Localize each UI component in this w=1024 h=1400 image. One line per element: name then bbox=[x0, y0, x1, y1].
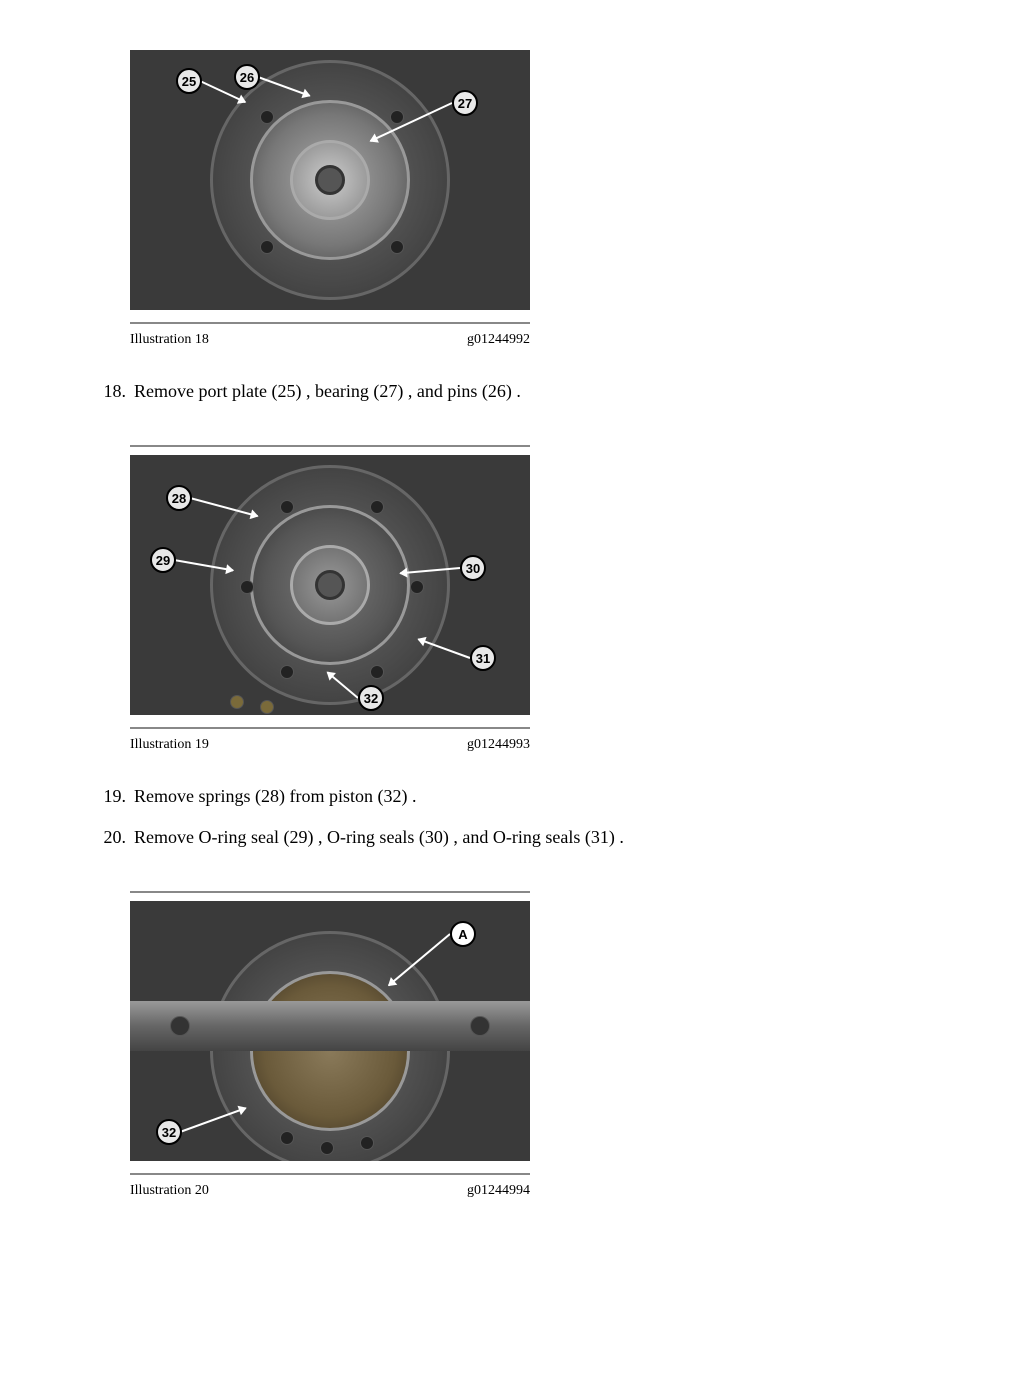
callout-30: 30 bbox=[460, 555, 486, 581]
callout-label: 31 bbox=[476, 651, 490, 666]
figure-19-image: 28 29 30 31 32 bbox=[130, 455, 530, 715]
step-19: 19. Remove springs (28) from piston (32)… bbox=[100, 783, 924, 810]
callout-label: 25 bbox=[182, 74, 196, 89]
figure-20-image: A 32 bbox=[130, 901, 530, 1161]
callout-32: 32 bbox=[358, 685, 384, 711]
callout-25: 25 bbox=[176, 68, 202, 94]
bolt-dot bbox=[280, 500, 294, 514]
bolt-dot bbox=[280, 1131, 294, 1145]
bolt-dot bbox=[260, 240, 274, 254]
step-number: 18. bbox=[100, 378, 134, 405]
bolt-dot bbox=[170, 1016, 190, 1036]
callout-a: A bbox=[450, 921, 476, 947]
callout-27: 27 bbox=[452, 90, 478, 116]
callout-26: 26 bbox=[234, 64, 260, 90]
callout-28: 28 bbox=[166, 485, 192, 511]
step-20: 20. Remove O-ring seal (29) , O-ring sea… bbox=[100, 824, 924, 851]
figure-divider bbox=[130, 322, 530, 324]
bolt-dot bbox=[390, 240, 404, 254]
step-list: 19. Remove springs (28) from piston (32)… bbox=[100, 783, 924, 851]
callout-32: 32 bbox=[156, 1119, 182, 1145]
figure-divider bbox=[130, 891, 530, 893]
callout-label: 27 bbox=[458, 96, 472, 111]
bolt-dot bbox=[360, 1136, 374, 1150]
figure-18-block: 25 26 27 Illustration 18 g01244992 bbox=[130, 50, 924, 348]
callout-label: 32 bbox=[162, 1125, 176, 1140]
figure-19-block: 28 29 30 31 32 Illustration 19 g01244993 bbox=[130, 445, 924, 753]
step-text: Remove port plate (25) , bearing (27) , … bbox=[134, 378, 924, 405]
mech-part bbox=[315, 570, 345, 600]
figure-20-block: A 32 Illustration 20 g01244994 bbox=[130, 891, 924, 1199]
illustration-code: g01244993 bbox=[467, 737, 530, 753]
callout-label: 28 bbox=[172, 491, 186, 506]
callout-label: 29 bbox=[156, 553, 170, 568]
callout-label: A bbox=[458, 927, 467, 942]
figure-20-caption: Illustration 20 g01244994 bbox=[130, 1183, 530, 1199]
figure-18-caption: Illustration 18 g01244992 bbox=[130, 332, 530, 348]
bolt-dot bbox=[320, 1141, 334, 1155]
callout-label: 32 bbox=[364, 691, 378, 706]
figure-divider bbox=[130, 1173, 530, 1175]
bolt-dot bbox=[410, 580, 424, 594]
step-text: Remove springs (28) from piston (32) . bbox=[134, 783, 924, 810]
bolt-dot bbox=[470, 1016, 490, 1036]
figure-19-caption: Illustration 19 g01244993 bbox=[130, 737, 530, 753]
illustration-code: g01244994 bbox=[467, 1183, 530, 1199]
illustration-label: Illustration 18 bbox=[130, 332, 209, 348]
figure-18-image: 25 26 27 bbox=[130, 50, 530, 310]
figure-divider bbox=[130, 445, 530, 447]
step-18: 18. Remove port plate (25) , bearing (27… bbox=[100, 378, 924, 405]
callout-label: 26 bbox=[240, 70, 254, 85]
callout-29: 29 bbox=[150, 547, 176, 573]
callout-label: 30 bbox=[466, 561, 480, 576]
bolt-dot bbox=[370, 500, 384, 514]
illustration-label: Illustration 19 bbox=[130, 737, 209, 753]
bolt-dot bbox=[240, 580, 254, 594]
bolt-dot bbox=[370, 665, 384, 679]
bolt-dot bbox=[390, 110, 404, 124]
bolt-dot bbox=[280, 665, 294, 679]
callout-31: 31 bbox=[470, 645, 496, 671]
step-list: 18. Remove port plate (25) , bearing (27… bbox=[100, 378, 924, 405]
step-number: 20. bbox=[100, 824, 134, 851]
figure-divider bbox=[130, 727, 530, 729]
bolt-dot bbox=[260, 700, 274, 714]
mech-part bbox=[250, 971, 410, 1131]
bolt-dot bbox=[260, 110, 274, 124]
step-text: Remove O-ring seal (29) , O-ring seals (… bbox=[134, 824, 924, 851]
step-number: 19. bbox=[100, 783, 134, 810]
illustration-code: g01244992 bbox=[467, 332, 530, 348]
illustration-label: Illustration 20 bbox=[130, 1183, 209, 1199]
bolt-dot bbox=[230, 695, 244, 709]
mech-part bbox=[315, 165, 345, 195]
